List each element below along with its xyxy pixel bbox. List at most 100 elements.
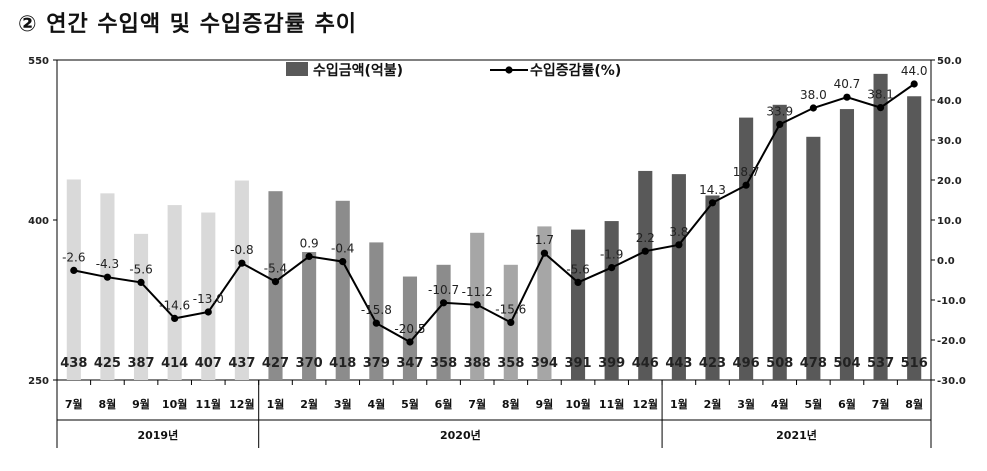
- x-category-label: 3월: [737, 397, 755, 411]
- line-value-label: 18.7: [733, 165, 760, 179]
- bar-value-label: 496: [733, 356, 760, 371]
- bar: [839, 109, 855, 381]
- legend-line-label: 수입증감률(%): [530, 62, 621, 79]
- legend-bar-swatch: [286, 62, 308, 76]
- line-point: [339, 258, 347, 266]
- x-category-label: 11월: [196, 397, 221, 411]
- line-value-label: 38.0: [800, 88, 827, 102]
- bar: [570, 229, 586, 380]
- line-point: [776, 120, 784, 128]
- x-category-label: 1월: [267, 397, 285, 411]
- bar-value-label: 387: [127, 356, 154, 371]
- line-point: [876, 104, 885, 112]
- bar: [335, 200, 350, 380]
- bar: [402, 276, 418, 380]
- bar-value-label: 425: [94, 356, 121, 371]
- line-value-label: -10.7: [428, 283, 459, 297]
- bar: [133, 233, 149, 380]
- y-right-tick-label: -20.0: [937, 336, 966, 347]
- legend-line-marker: [505, 66, 513, 74]
- bar-value-label: 504: [833, 356, 860, 371]
- bar: [806, 136, 821, 380]
- x-category-label: 1월: [670, 397, 688, 411]
- line-point: [507, 318, 515, 326]
- line-value-label: -0.8: [230, 243, 253, 257]
- x-year-label: 2020년: [440, 428, 481, 442]
- x-category-label: 9월: [132, 397, 150, 411]
- line-value-label: -5.6: [566, 262, 589, 276]
- line-point: [742, 181, 750, 189]
- bar: [772, 104, 787, 381]
- line-point: [608, 264, 616, 272]
- line-value-label: -1.9: [600, 248, 623, 262]
- bar-value-label: 516: [901, 356, 928, 371]
- line-point: [238, 259, 246, 267]
- line-point: [171, 314, 179, 322]
- x-category-label: 8월: [905, 397, 923, 411]
- legend-bar-label: 수입금액(억불): [313, 62, 403, 79]
- bar: [369, 242, 384, 380]
- x-category-label: 9월: [536, 397, 554, 411]
- line-point: [473, 301, 481, 309]
- x-category-label: 2월: [704, 397, 722, 411]
- line-value-label: -5.6: [129, 262, 152, 276]
- bar: [100, 193, 115, 380]
- x-category-label: 10월: [565, 397, 590, 411]
- line-value-label: -20.5: [394, 322, 425, 336]
- y-right-tick-label: 30.0: [937, 136, 962, 147]
- line-value-label: -4.3: [96, 257, 119, 271]
- line-value-label: 14.3: [699, 183, 726, 197]
- line-value-label: 40.7: [834, 77, 861, 91]
- x-category-label: 5월: [401, 397, 419, 411]
- bar: [268, 191, 283, 380]
- bar-value-label: 358: [497, 356, 524, 371]
- line-value-label: 44.0: [901, 64, 928, 78]
- bar-value-label: 399: [598, 356, 625, 371]
- line-point: [406, 338, 414, 346]
- x-category-label: 4월: [771, 397, 789, 411]
- bar-value-label: 446: [632, 356, 659, 371]
- x-category-label: 7월: [872, 397, 890, 411]
- line-value-label: 2.2: [636, 231, 655, 245]
- line-value-label: -0.4: [331, 242, 354, 256]
- x-category-label: 5월: [804, 397, 822, 411]
- line-point: [103, 273, 112, 281]
- x-category-label: 12월: [633, 397, 658, 411]
- line-point: [809, 104, 817, 112]
- line-point: [641, 247, 649, 255]
- bar-value-label: 423: [699, 356, 726, 371]
- x-category-label: 8월: [99, 397, 117, 411]
- bar-value-label: 379: [363, 356, 390, 371]
- line-value-label: -5.4: [264, 262, 287, 276]
- x-category-label: 6월: [435, 397, 453, 411]
- line-value-label: -14.6: [159, 298, 190, 312]
- bar-value-label: 388: [464, 356, 491, 371]
- plot-frame: [56, 59, 932, 381]
- line-point: [204, 308, 212, 316]
- bar: [705, 195, 720, 380]
- line-point: [372, 319, 380, 327]
- chart-title: ② 연간 수입액 및 수입증감률 추이: [18, 12, 358, 37]
- x-category-label: 10월: [162, 397, 187, 411]
- line-point: [910, 80, 918, 88]
- x-year-label: 2019년: [137, 428, 178, 442]
- line-point: [574, 278, 582, 286]
- bar: [739, 117, 754, 380]
- x-category-label: 3월: [334, 397, 352, 411]
- line-point: [843, 93, 851, 101]
- line-value-label: 1.7: [535, 233, 554, 247]
- line-value-label: -13.0: [193, 292, 224, 306]
- line-value-label: 38.1: [867, 88, 894, 102]
- y-right-tick-label: 20.0: [937, 176, 962, 187]
- x-category-label: 2월: [300, 397, 318, 411]
- bar-value-label: 370: [296, 356, 323, 371]
- bar: [873, 73, 888, 380]
- y-right-tick-label: 10.0: [937, 216, 962, 227]
- bar-value-label: 443: [665, 356, 692, 371]
- x-category-label: 8월: [502, 397, 520, 411]
- line-value-label: 3.8: [669, 225, 688, 239]
- line-point: [708, 199, 717, 207]
- bar-value-label: 438: [60, 356, 87, 371]
- bar: [638, 170, 653, 380]
- bar-value-label: 537: [867, 356, 894, 371]
